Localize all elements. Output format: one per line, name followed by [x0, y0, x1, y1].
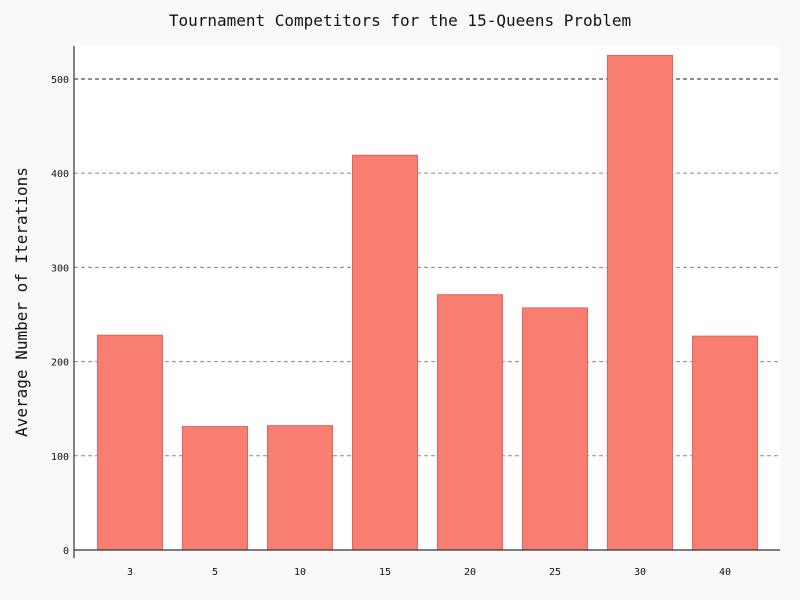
x-tick-label: 5: [212, 567, 218, 578]
y-tick-label: 100: [51, 452, 69, 463]
y-axis-label: Average Number of Iterations: [12, 167, 31, 437]
x-tick-label: 3: [127, 567, 133, 578]
bar-20: [437, 294, 503, 551]
y-tick-labels: 0 100 200 300 400 500: [51, 75, 69, 557]
bar-25: [522, 307, 588, 551]
bar-10: [267, 425, 333, 551]
x-tick-label: 15: [379, 567, 391, 578]
x-tick-label: 30: [634, 567, 646, 578]
bar-15: [352, 154, 418, 551]
bar-3: [97, 334, 163, 551]
plot-area-background: [74, 46, 780, 550]
y-tick-label: 400: [51, 169, 69, 180]
y-tick-label: 500: [51, 75, 69, 86]
chart-title: Tournament Competitors for the 15-Queens…: [169, 11, 631, 30]
bar-5: [182, 426, 248, 551]
y-tick-label: 300: [51, 263, 69, 274]
x-tick-label: 40: [719, 567, 731, 578]
y-tick-label: 200: [51, 358, 69, 369]
bar-40: [692, 335, 758, 551]
bar-30: [607, 54, 673, 551]
bars: [97, 54, 758, 551]
x-tick-label: 20: [464, 567, 476, 578]
y-tick-label: 0: [63, 546, 69, 557]
x-tick-labels: 3 5 10 15 20 25 30 40: [127, 567, 731, 578]
x-tick-label: 10: [294, 567, 306, 578]
x-tick-label: 25: [549, 567, 561, 578]
